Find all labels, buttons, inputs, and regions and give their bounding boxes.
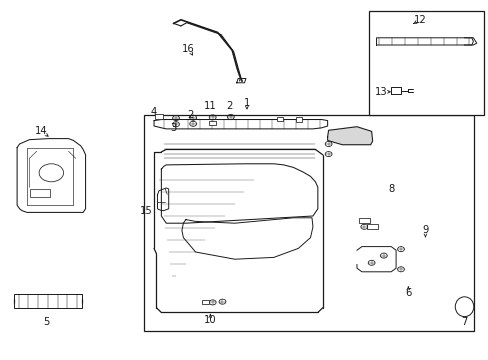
Text: 6: 6 xyxy=(404,288,411,298)
Text: 7: 7 xyxy=(460,317,467,327)
Text: 10: 10 xyxy=(203,315,216,325)
Bar xyxy=(368,11,483,115)
Text: 16: 16 xyxy=(182,44,194,54)
Bar xyxy=(296,117,302,122)
Bar xyxy=(144,115,473,331)
Text: 2: 2 xyxy=(187,110,194,120)
Bar xyxy=(209,121,216,125)
Text: 8: 8 xyxy=(387,184,393,194)
Text: 14: 14 xyxy=(35,126,48,136)
Bar xyxy=(366,224,377,229)
Text: 13: 13 xyxy=(374,87,387,97)
Text: 5: 5 xyxy=(43,317,50,327)
Bar xyxy=(276,117,283,121)
Text: 11: 11 xyxy=(203,101,216,111)
Bar xyxy=(358,218,369,223)
Text: 1: 1 xyxy=(243,98,250,108)
Text: 15: 15 xyxy=(140,206,153,216)
Text: 9: 9 xyxy=(421,225,428,235)
Text: 2: 2 xyxy=(226,101,233,111)
Text: 12: 12 xyxy=(413,15,426,25)
Bar xyxy=(155,114,163,119)
Bar xyxy=(202,300,208,304)
Bar xyxy=(30,189,50,197)
Polygon shape xyxy=(327,127,372,145)
Text: 4: 4 xyxy=(151,107,157,117)
Ellipse shape xyxy=(454,297,473,317)
Bar xyxy=(14,294,82,308)
Text: 3: 3 xyxy=(170,123,176,133)
